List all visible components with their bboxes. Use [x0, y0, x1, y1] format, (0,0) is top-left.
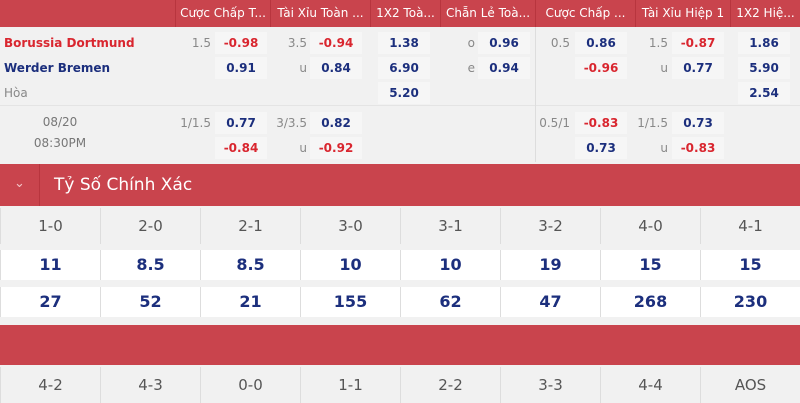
- column-header[interactable]: 1X2 Hiệ...: [730, 0, 800, 27]
- away-odds[interactable]: 52: [100, 287, 200, 317]
- score-label: 3-2: [500, 208, 600, 244]
- odds-line: e: [467, 61, 475, 75]
- odds-cell[interactable]: 0.82: [310, 112, 362, 134]
- odds-line: 0.5/1: [539, 116, 570, 130]
- home-odds[interactable]: 8.5: [200, 250, 300, 280]
- odds-header: Cược Chấp T... Tài Xỉu Toàn ... 1X2 Toà...…: [0, 0, 800, 27]
- away-odds[interactable]: 47: [500, 287, 600, 317]
- column-header[interactable]: Cược Chấp T...: [175, 0, 270, 27]
- odds-line: u: [660, 61, 668, 75]
- away-odds[interactable]: 268: [600, 287, 700, 317]
- away-odds[interactable]: 62: [400, 287, 500, 317]
- odds-line: 3/3.5: [276, 116, 307, 130]
- odds-cell[interactable]: 0.77: [215, 112, 267, 134]
- column-header[interactable]: Cược Chấp ...: [535, 0, 635, 27]
- away-odds[interactable]: 230: [700, 287, 800, 317]
- odds-cell[interactable]: 1.86: [738, 32, 790, 54]
- home-odds[interactable]: 11: [0, 250, 100, 280]
- correct-score-header[interactable]: ⌄ Tỷ Số Chính Xác: [0, 164, 800, 206]
- odds-cell[interactable]: 5.90: [738, 57, 790, 79]
- odds-line: 0.5: [550, 36, 570, 50]
- odds-line: 1.5: [648, 36, 668, 50]
- home-odds[interactable]: 10: [300, 250, 400, 280]
- odds-cell[interactable]: 0.73: [575, 137, 627, 159]
- score-label: 4-3: [100, 367, 200, 403]
- odds-cell[interactable]: 0.91: [215, 57, 267, 79]
- score-label: 2-1: [200, 208, 300, 244]
- score-label: 1-0: [0, 208, 100, 244]
- odds-cell[interactable]: -0.83: [575, 112, 627, 134]
- odds-cell[interactable]: -0.98: [215, 32, 267, 54]
- divider: [535, 27, 536, 162]
- odds-line: o: [467, 36, 475, 50]
- odds-line: 3.5: [287, 36, 307, 50]
- column-header[interactable]: Chẵn Lẻ Toà...: [440, 0, 535, 27]
- odds-cell[interactable]: 0.96: [478, 32, 530, 54]
- score-label: 3-3: [500, 367, 600, 403]
- section-title: Tỷ Số Chính Xác: [54, 175, 193, 195]
- home-odds[interactable]: 19: [500, 250, 600, 280]
- odds-cell[interactable]: 0.94: [478, 57, 530, 79]
- home-odds[interactable]: 8.5: [100, 250, 200, 280]
- score-label: 2-0: [100, 208, 200, 244]
- score-label: 1-1: [300, 367, 400, 403]
- odds-line: u: [660, 141, 668, 155]
- draw-label: Hòa: [4, 86, 28, 100]
- odds-cell[interactable]: 0.86: [575, 32, 627, 54]
- odds-cell[interactable]: -0.96: [575, 57, 627, 79]
- score-label: AOS: [700, 367, 800, 403]
- odds-cell[interactable]: -0.94: [310, 32, 362, 54]
- home-odds[interactable]: 10: [400, 250, 500, 280]
- score-label: 0-0: [200, 367, 300, 403]
- away-odds[interactable]: 21: [200, 287, 300, 317]
- odds-cell[interactable]: -0.92: [310, 137, 362, 159]
- odds-cell[interactable]: -0.84: [215, 137, 267, 159]
- match-time: 08:30PM: [33, 136, 87, 150]
- column-header[interactable]: Tài Xỉu Hiệp 1: [635, 0, 730, 27]
- odds-line: u: [299, 141, 307, 155]
- home-team[interactable]: Borussia Dortmund: [4, 36, 135, 50]
- odds-cell[interactable]: 2.54: [738, 82, 790, 104]
- home-odds[interactable]: 15: [700, 250, 800, 280]
- odds-cell[interactable]: 6.90: [378, 57, 430, 79]
- match-date: 08/20: [42, 115, 78, 129]
- divider: [0, 105, 800, 106]
- column-header[interactable]: Tài Xỉu Toàn ...: [270, 0, 370, 27]
- away-team[interactable]: Werder Bremen: [4, 61, 111, 75]
- odds-cell[interactable]: -0.87: [672, 32, 724, 54]
- score-label: 3-0: [300, 208, 400, 244]
- odds-cell[interactable]: -0.83: [672, 137, 724, 159]
- home-odds[interactable]: 15: [600, 250, 700, 280]
- odds-cell[interactable]: 0.77: [672, 57, 724, 79]
- score-label: 4-2: [0, 367, 100, 403]
- score-label: 4-0: [600, 208, 700, 244]
- column-header[interactable]: 1X2 Toà...: [370, 0, 440, 27]
- odds-line: u: [299, 61, 307, 75]
- score-label: 2-2: [400, 367, 500, 403]
- odds-cell[interactable]: 1.38: [378, 32, 430, 54]
- score-label: 4-1: [700, 208, 800, 244]
- away-odds[interactable]: 27: [0, 287, 100, 317]
- score-label: 4-4: [600, 367, 700, 403]
- odds-line: 1.5: [191, 36, 211, 50]
- odds-cell[interactable]: 0.73: [672, 112, 724, 134]
- odds-line: 1/1.5: [637, 116, 668, 130]
- odds-cell[interactable]: 0.84: [310, 57, 362, 79]
- odds-cell[interactable]: 5.20: [378, 82, 430, 104]
- odds-line: 1/1.5: [180, 116, 211, 130]
- score-label: 3-1: [400, 208, 500, 244]
- section-band: [0, 325, 800, 365]
- chevron-down-icon[interactable]: ⌄: [0, 164, 40, 206]
- away-odds[interactable]: 155: [300, 287, 400, 317]
